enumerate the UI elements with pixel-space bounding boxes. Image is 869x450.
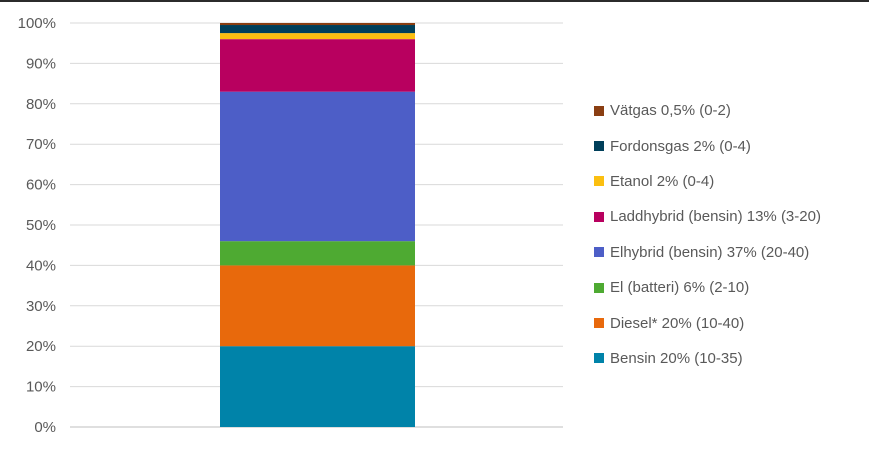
legend-label: Bensin 20% (10-35) xyxy=(610,349,743,367)
y-tick-label: 20% xyxy=(26,338,56,355)
legend-swatch xyxy=(594,282,604,293)
legend-item: Elhybrid (bensin) 37% (20-40) xyxy=(594,235,864,270)
y-tick-label: 30% xyxy=(26,298,56,315)
legend-label: El (batteri) 6% (2-10) xyxy=(610,279,750,297)
bar-segment xyxy=(220,33,415,40)
legend-item: Etanol 2% (0-4) xyxy=(594,164,864,199)
legend-label: Diesel* 20% (10-40) xyxy=(610,314,745,332)
y-tick-label: 0% xyxy=(34,419,56,436)
legend-label: Vätgas 0,5% (0-2) xyxy=(610,102,731,120)
legend-item: Bensin 20% (10-35) xyxy=(594,341,864,376)
y-tick-label: 50% xyxy=(26,217,56,234)
legend: Vätgas 0,5% (0-2) Fordonsgas 2% (0-4) Etan… xyxy=(594,93,864,376)
y-tick-label: 70% xyxy=(26,136,56,153)
legend-swatch xyxy=(594,318,604,329)
bar-segment xyxy=(220,91,415,242)
bar-segment xyxy=(220,241,415,266)
legend-label: Elhybrid (bensin) 37% (20-40) xyxy=(610,243,810,261)
legend-item: Diesel* 20% (10-40) xyxy=(594,305,864,340)
legend-swatch xyxy=(594,247,604,258)
y-tick-label: 40% xyxy=(26,257,56,274)
legend-swatch xyxy=(594,141,604,152)
stacked-bar xyxy=(220,23,415,427)
top-border xyxy=(0,0,869,2)
legend-label: Etanol 2% (0-4) xyxy=(610,172,715,190)
y-tick-label: 60% xyxy=(26,177,56,194)
legend-item: El (batteri) 6% (2-10) xyxy=(594,270,864,305)
legend-swatch xyxy=(594,176,604,187)
legend-item: Vätgas 0,5% (0-2) xyxy=(594,93,864,128)
y-tick-label: 90% xyxy=(26,55,56,72)
y-tick-label: 80% xyxy=(26,96,56,113)
legend-label: Laddhybrid (bensin) 13% (3-20) xyxy=(610,208,821,226)
legend-item: Fordonsgas 2% (0-4) xyxy=(594,128,864,163)
y-tick-label: 100% xyxy=(18,15,56,32)
legend-swatch xyxy=(594,211,604,222)
bar-segment xyxy=(220,39,415,92)
legend-label: Fordonsgas 2% (0-4) xyxy=(610,137,751,155)
bar-segment xyxy=(220,265,415,347)
y-tick-label: 10% xyxy=(26,379,56,396)
bar-segment xyxy=(220,23,415,26)
y-axis-tick-labels: 0% 10% 20% 30% 40% 50% 60% 70% 80% 90% 100% xyxy=(18,15,56,436)
legend-swatch xyxy=(594,105,604,116)
legend-swatch xyxy=(594,353,604,364)
legend-item: Laddhybrid (bensin) 13% (3-20) xyxy=(594,199,864,234)
bar-segment xyxy=(220,346,415,427)
bar-segment xyxy=(220,25,415,34)
